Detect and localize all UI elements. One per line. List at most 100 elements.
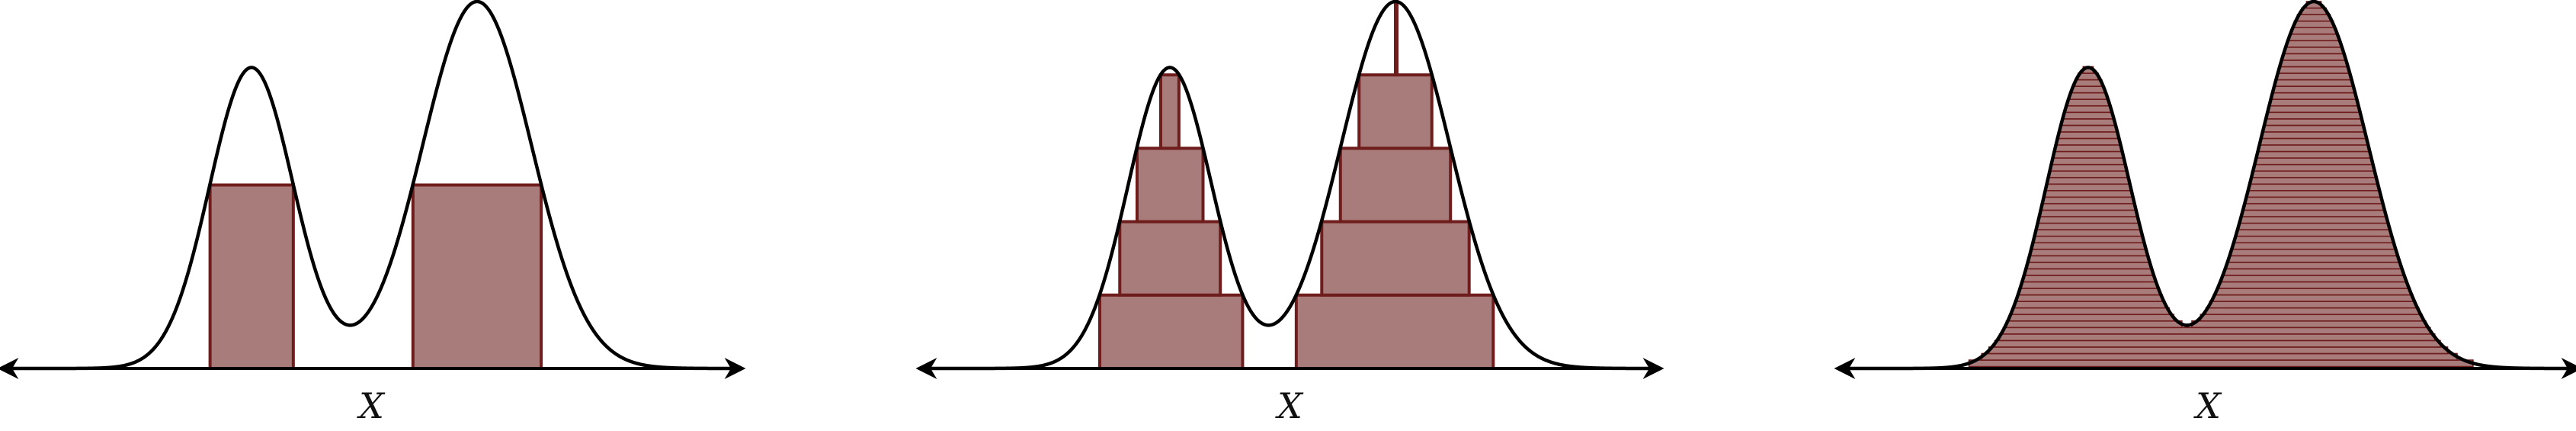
level-rectangle [2011,307,2170,316]
level-rectangle [2230,248,2398,257]
level-rectangle [2058,131,2119,140]
level-rectangle [2273,85,2355,94]
level-rectangle [2205,307,2420,316]
level-rectangle [2027,262,2151,270]
level-rectangle [208,183,295,370]
level-rectangle [2271,92,2357,100]
level-rectangle [2055,144,2123,153]
level-rectangle [2257,150,2371,159]
x-axis-label: X [1275,385,1304,426]
level-rectangle [2283,47,2344,55]
level-rectangle [2236,229,2392,237]
level-rectangle [2034,229,2142,237]
level-rectangle [1338,146,1453,224]
level-rectangle [1294,293,1495,370]
level-rectangle [2280,60,2347,68]
level-rectangle [1968,359,2474,368]
density-curve [926,0,1654,371]
panel-threshold: X [0,0,746,426]
level-rectangle [2251,170,2376,179]
level-rectangle [2039,209,2137,217]
level-rectangle [411,183,543,370]
level-rectangle [1118,220,1222,297]
level-rectangle [2200,314,2423,322]
level-rectangle [2232,242,2395,250]
level-rectangle [1393,0,1399,77]
level-rectangle [2286,40,2341,48]
level-rectangle [2282,53,2346,61]
level-rectangle [2225,262,2401,270]
level-rectangle [2017,294,2164,302]
level-rectangle [2020,281,2158,289]
level-rectangle [1998,333,2436,342]
level-rectangle [2212,294,2414,302]
level-rectangle [2209,301,2417,309]
level-rectangle [2269,98,2359,107]
level-rectangle [1098,293,1245,370]
level-rectangle [2061,118,2116,127]
level-rectangle [2018,288,2161,296]
level-rectangle [2274,79,2353,87]
level-rectangle [2257,144,2369,153]
level-rectangle [2191,320,2427,329]
x-axis-label: X [2193,385,2222,426]
level-rectangle [2024,268,2153,276]
level-rectangle [2059,124,2117,133]
level-rectangle [2223,268,2404,276]
level-rectangle [2036,222,2141,230]
level-rectangle [2228,255,2399,263]
level-rectangle [2055,137,2120,146]
level-rectangle [1981,352,2458,361]
level-rectangle [2062,111,2113,120]
level-set-rectangles [1098,0,1495,370]
level-rectangle [2044,190,2133,198]
x-axis-label: X [357,385,386,426]
level-rectangle [2216,288,2411,296]
level-rectangle [2240,216,2388,224]
level-rectangle [2261,131,2366,140]
level-rectangle [2219,281,2408,289]
level-rectangle [2254,157,2373,166]
level-rectangle [2028,255,2150,263]
level-rectangle [2005,320,2183,329]
level-rectangle [2068,92,2108,100]
level-rectangle [2293,20,2334,28]
level-rectangle [2221,275,2406,283]
level-rectangle [2046,183,2132,191]
level-rectangle [2248,183,2379,191]
level-rectangle [2250,176,2378,185]
level-rectangle [2067,98,2110,107]
level-rectangle [1988,346,2449,355]
level-rectangle [2065,105,2112,114]
density-curve [8,0,735,371]
panel-fine-slices: X [1834,0,2576,426]
level-rectangle [2243,203,2385,211]
level-rectangle [2071,85,2106,94]
level-rectangle [1320,220,1471,297]
level-rectangle [2038,216,2139,224]
level-rectangle [2247,190,2381,198]
level-rectangle [2260,137,2368,146]
level-rectangle [2244,196,2382,204]
level-rectangle [2022,275,2155,283]
level-rectangle [2041,203,2136,211]
level-rectangle [2048,170,2129,179]
level-rectangle [1135,146,1205,224]
level-rectangle [2296,14,2331,22]
level-rectangle [2276,72,2352,81]
level-rectangle [2008,314,2174,322]
threshold-rectangles [208,183,543,370]
level-rectangle [1994,339,2441,348]
level-rectangle [2263,124,2365,133]
level-rectangle [2052,150,2124,159]
panel-level-sets: X [915,0,1664,426]
fine-slice-rectangles [1968,1,2474,368]
level-rectangle [2264,118,2363,127]
level-rectangle [1357,73,1434,150]
level-rectangle [2002,326,2431,335]
level-rectangle [2291,27,2337,35]
level-rectangle [2288,33,2340,42]
level-rectangle [2050,163,2127,172]
level-rectangle [2051,157,2125,166]
